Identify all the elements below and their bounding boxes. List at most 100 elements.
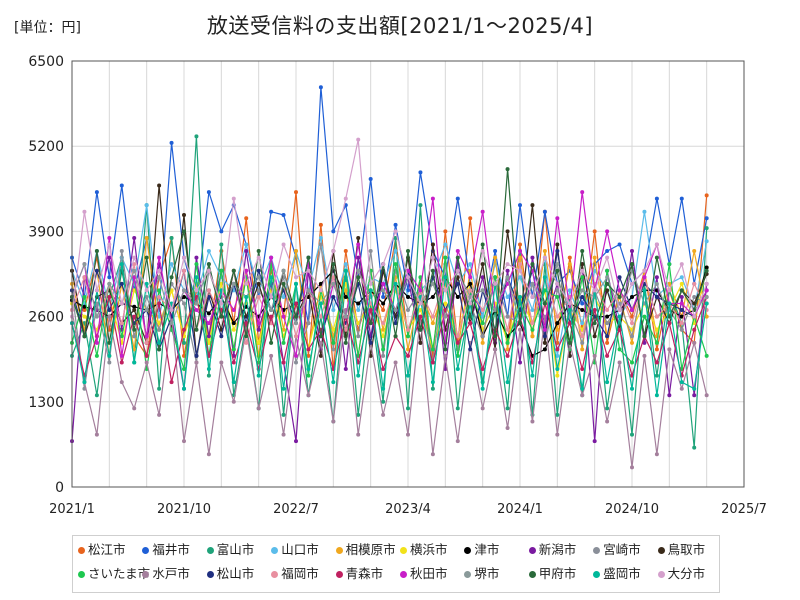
series-20 bbox=[70, 137, 709, 319]
data-point bbox=[480, 288, 485, 293]
data-point bbox=[493, 281, 498, 286]
data-point bbox=[94, 288, 99, 293]
data-point bbox=[219, 360, 224, 365]
data-point bbox=[356, 308, 361, 313]
legend-item: 青森市 bbox=[335, 563, 384, 585]
legend-item: 山口市 bbox=[271, 539, 319, 561]
data-point bbox=[132, 406, 137, 411]
data-point bbox=[94, 249, 99, 254]
data-point bbox=[244, 268, 249, 273]
data-point bbox=[555, 268, 560, 273]
legend-item: 相模原市 bbox=[335, 539, 396, 561]
data-point bbox=[281, 314, 286, 319]
data-point bbox=[182, 288, 186, 293]
data-point bbox=[393, 262, 398, 267]
data-point bbox=[144, 203, 149, 208]
data-point bbox=[530, 419, 535, 424]
data-point bbox=[480, 334, 485, 339]
data-point bbox=[244, 249, 249, 254]
data-point bbox=[306, 288, 311, 293]
data-point bbox=[331, 262, 336, 267]
data-point bbox=[654, 281, 659, 286]
data-point bbox=[580, 275, 585, 280]
data-point bbox=[617, 347, 622, 352]
data-point bbox=[294, 301, 298, 306]
data-point bbox=[194, 255, 199, 260]
data-point bbox=[318, 314, 323, 319]
data-point bbox=[617, 327, 622, 332]
data-point bbox=[630, 281, 634, 286]
data-point bbox=[244, 242, 249, 247]
data-point bbox=[542, 255, 547, 260]
data-point bbox=[605, 340, 610, 345]
data-point bbox=[294, 314, 298, 319]
data-point bbox=[256, 321, 261, 326]
legend-marker bbox=[657, 547, 665, 554]
data-point bbox=[244, 334, 249, 339]
data-point bbox=[704, 265, 709, 270]
data-point bbox=[182, 268, 186, 273]
data-point bbox=[406, 327, 410, 332]
data-point bbox=[281, 268, 286, 273]
data-point bbox=[231, 268, 236, 273]
data-point bbox=[356, 321, 361, 326]
data-point bbox=[318, 353, 323, 358]
data-point bbox=[231, 327, 236, 332]
data-point bbox=[530, 281, 535, 286]
data-point bbox=[580, 190, 585, 195]
data-point bbox=[318, 301, 323, 306]
data-point bbox=[144, 360, 149, 365]
data-point bbox=[94, 301, 99, 306]
x-tick-label: 2023/4 bbox=[385, 502, 431, 517]
data-point bbox=[592, 308, 597, 313]
data-point bbox=[555, 314, 560, 319]
x-tick-label: 2025/7 bbox=[721, 502, 767, 517]
data-point bbox=[281, 213, 286, 218]
data-point bbox=[356, 268, 361, 273]
legend-label: 青森市 bbox=[345, 566, 384, 581]
data-point bbox=[107, 340, 112, 345]
data-point bbox=[194, 308, 199, 313]
data-point bbox=[605, 288, 610, 293]
data-point bbox=[480, 249, 485, 254]
data-point bbox=[505, 426, 510, 431]
data-point bbox=[331, 281, 336, 286]
legend-label: 盛岡市 bbox=[603, 566, 641, 581]
data-point bbox=[381, 288, 386, 293]
legend-item: 松江市 bbox=[78, 539, 126, 561]
data-point bbox=[455, 196, 460, 201]
data-point bbox=[617, 275, 622, 280]
data-point bbox=[468, 314, 473, 319]
legend-marker bbox=[528, 571, 536, 578]
legend-marker bbox=[593, 547, 601, 554]
data-point bbox=[157, 301, 162, 306]
data-point bbox=[542, 327, 547, 332]
data-point bbox=[605, 308, 610, 313]
data-point bbox=[381, 321, 386, 326]
data-point bbox=[244, 340, 249, 345]
data-point bbox=[654, 327, 659, 332]
data-point bbox=[132, 268, 137, 273]
data-point bbox=[592, 353, 597, 358]
data-point bbox=[605, 268, 610, 273]
data-point bbox=[555, 321, 560, 326]
data-point bbox=[406, 334, 410, 339]
data-point bbox=[605, 419, 610, 424]
data-point bbox=[256, 275, 261, 280]
data-point bbox=[107, 235, 112, 240]
data-point bbox=[107, 353, 112, 358]
data-point bbox=[704, 294, 709, 299]
data-point bbox=[630, 262, 634, 267]
data-point bbox=[518, 327, 522, 332]
data-point bbox=[82, 334, 87, 339]
data-point bbox=[555, 249, 560, 254]
data-point bbox=[430, 380, 435, 385]
data-point bbox=[256, 406, 261, 411]
data-point bbox=[393, 229, 398, 234]
data-point bbox=[144, 294, 149, 299]
data-point bbox=[468, 301, 473, 306]
legend-item: 宮崎市 bbox=[593, 539, 641, 561]
data-point bbox=[679, 196, 684, 201]
data-point bbox=[630, 321, 634, 326]
data-point bbox=[94, 268, 99, 273]
